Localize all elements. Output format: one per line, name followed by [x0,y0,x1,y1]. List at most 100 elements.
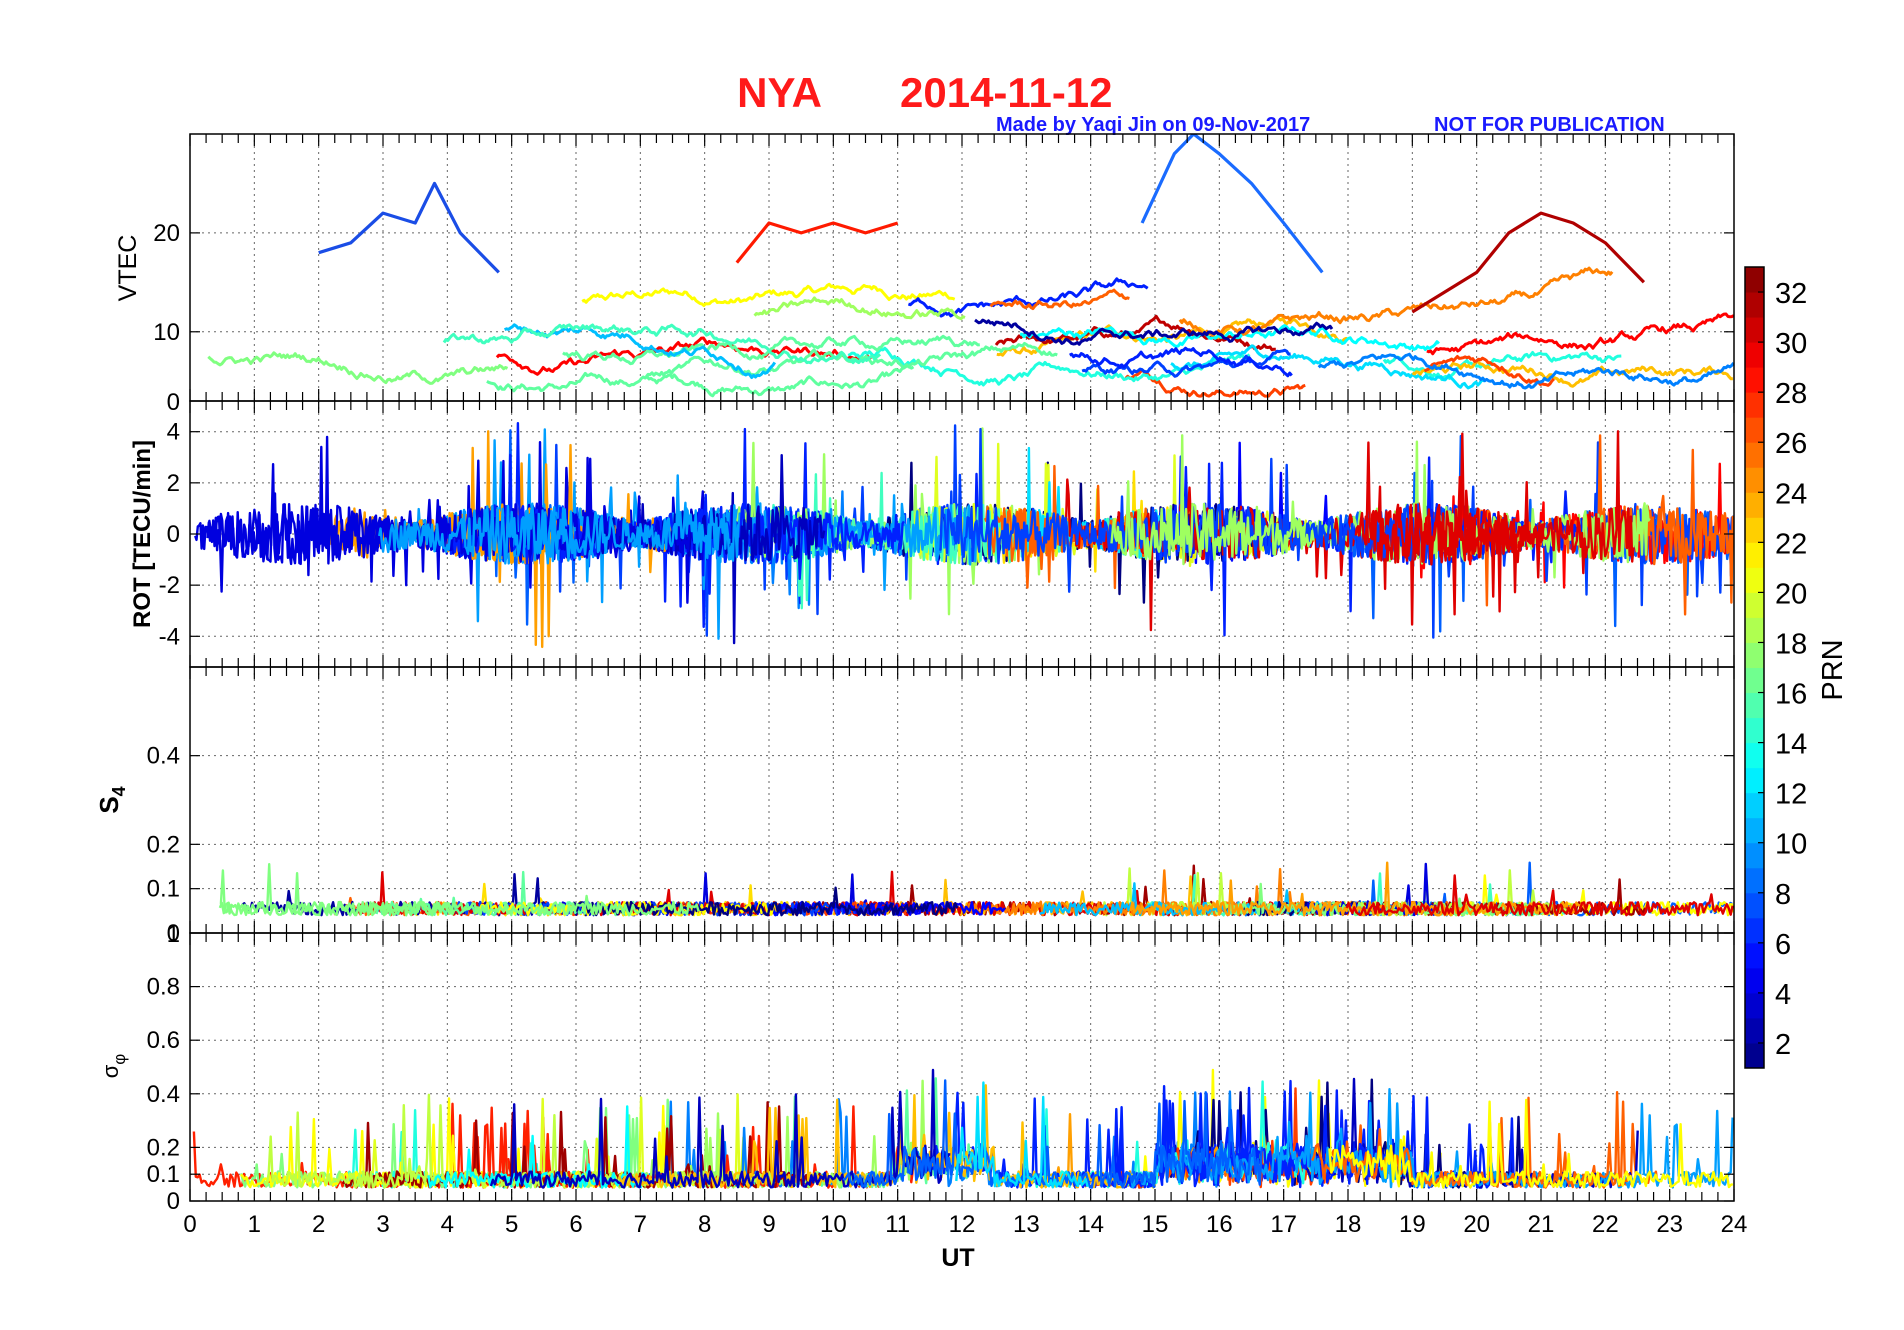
vtec-trace [207,351,509,385]
rot-traces [194,422,1734,649]
x-tick-label: 6 [569,1211,582,1238]
colorbar-swatch [1745,867,1764,894]
rot-ytick-label: 4 [167,419,180,446]
colorbar-swatch [1745,842,1764,869]
vtec-ylabel: VTEC [114,235,142,302]
x-axis-label: UT [941,1244,974,1272]
x-tick-label: 8 [698,1211,711,1238]
colorbar-tick-label: 20 [1775,578,1807,610]
colorbar-swatch [1745,1042,1764,1069]
colorbar-swatch [1745,817,1764,844]
colorbar-swatch [1745,467,1764,493]
colorbar-swatch [1745,892,1764,919]
s4-ytick-label: 0.2 [147,831,180,858]
sigphi-ylabel: σφ [98,1054,129,1079]
colorbar-tick-label: 26 [1775,428,1807,460]
colorbar-swatch [1745,642,1764,668]
sigphi-trace [842,1079,1263,1189]
vtec-trace [581,282,956,307]
vtec-trace [989,288,1130,311]
sigphi-ytick-label: 0 [167,1188,180,1215]
panel-vtec: 10 20 VTEC 0 [114,133,1735,416]
s4-ylabel-sub: 4 [109,786,129,796]
colorbar-swatch [1745,317,1764,343]
vtec-trace [1124,369,1306,398]
x-tick-label: 4 [441,1211,454,1238]
s4-trace [745,901,1006,917]
vtec-trace [486,363,915,398]
colorbar-swatch [1745,267,1764,293]
x-axis-tick-labels: 0 1 2 3 4 5 6 7 8 9 10 11 12 13 14 15 16 17 18 19 20 21 22 23 24 [183,1211,1747,1238]
panel-rot: -4 -2 0 2 4 ROT [TECU/min] [129,400,1735,668]
vtec-trace [1317,352,1734,390]
colorbar-tick-label: 6 [1775,929,1791,961]
vtec-trace [994,314,1276,352]
sigphi-ylabel-sub: φ [110,1054,129,1065]
sigphi-trace [489,1068,951,1189]
vtec-ytick-label: 20 [153,220,180,247]
colorbar-swatch [1745,617,1764,643]
colorbar-swatch [1745,917,1764,944]
vtec-traces [207,134,1734,398]
colorbar-tick-label: 24 [1775,478,1807,510]
colorbar-tick-label: 32 [1775,278,1807,310]
colorbar-swatch [1745,517,1764,543]
x-tick-label: 1 [248,1211,261,1238]
colorbar-swatch [1745,542,1764,568]
vtec-trace [1170,344,1487,390]
colorbar-swatch [1745,667,1764,694]
colorbar-frame [1744,266,1765,1069]
colorbar-label: PRN [1817,639,1849,700]
vtec-ytick-label: 10 [153,319,180,346]
rot-ytick-label: -2 [159,572,180,599]
sigphi-trace [1328,1098,1734,1189]
sigphi-ytick-label: 0.2 [147,1134,180,1161]
colorbar-swatch [1745,992,1764,1019]
x-tick-label: 12 [949,1211,976,1238]
sigphi-ylabel-main: σ [98,1064,123,1078]
colorbar-swatch [1745,692,1764,719]
colorbar-swatch [1745,967,1764,994]
x-tick-label: 2 [312,1211,325,1238]
colorbar-swatch [1745,442,1764,468]
s4-ytick-label: 0 [167,920,180,947]
sigphi-ticks: 00.10.2 0.4 0.6 0.8 [147,933,1735,1215]
x-tick-label: 15 [1142,1211,1169,1238]
svg-text:σφ: σφ [98,1054,129,1079]
x-tick-label: 18 [1335,1211,1362,1238]
rot-trace [378,474,740,568]
sigphi-ytick-label: 0.8 [147,974,180,1001]
panel-sigphi: 00.10.2 0.4 0.6 0.8 σφ [98,932,1735,1215]
sigphi-ytick-label: 0.6 [147,1027,180,1054]
colorbar-swatches [1745,267,1764,1069]
vtec-ticks: 10 20 [153,134,1735,401]
chart-title-date: 2014-11-12 [900,69,1113,116]
x-tick-label: 23 [1656,1211,1683,1238]
vtec-trace [1178,266,1614,337]
vtec-series-prn-28 [735,221,899,264]
s4-ylabel-main: S [94,796,124,813]
colorbar-tick-label: 16 [1775,679,1807,711]
colorbar-swatch [1745,942,1764,969]
sigphi-ytick-label: 0.4 [147,1081,180,1108]
x-tick-label: 9 [762,1211,775,1238]
vtec-trace [562,334,980,366]
vtec-bottom-tick-label: 0 [167,389,180,416]
vtec-trace [1411,360,1733,388]
s4-trace [572,886,959,917]
vtec-trace [753,296,966,321]
colorbar-swatch [1745,567,1764,593]
x-tick-label: 17 [1270,1211,1297,1238]
s4-grid [190,667,1734,934]
colorbar-swatch [1745,367,1764,393]
vtec-trace [1423,355,1555,387]
credit-made-by: Made by Yaqi Jin on 09-Nov-2017 [996,114,1310,136]
colorbar-swatch [1745,417,1764,443]
vtec-series-prn-30 [1411,211,1646,314]
rot-ytick-label: 0 [167,521,180,548]
x-tick-label: 24 [1721,1211,1748,1238]
s4-ytick-label: 0.4 [147,743,180,770]
rot-ticks: -4 -2 0 2 4 [159,401,1735,667]
